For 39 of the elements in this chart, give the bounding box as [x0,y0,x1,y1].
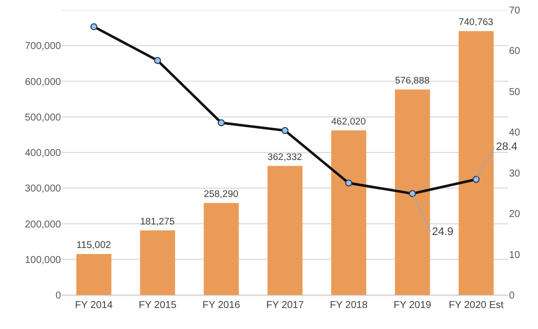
y2-tick-label: 70 [509,6,521,16]
bar [140,230,176,295]
x-tick-label: FY 2019 [394,300,432,311]
bar [76,254,112,295]
bar [267,166,303,295]
y-tick-label: 600,000 [24,76,62,88]
y2-tick-label: 20 [509,209,521,220]
x-tick-label: FY 2017 [266,300,304,311]
x-tick-label: FY 2018 [330,300,368,311]
x-tick-label: FY 2020 Est [448,300,504,311]
data-label: 115,002 [76,240,111,252]
y-tick-label: 400,000 [24,148,62,159]
y2-tick-label: 40 [509,128,521,139]
data-label: 28.4 [496,141,518,153]
x-tick-label: FY 2015 [138,300,177,311]
bar [204,202,239,295]
y-tick-label: 500,000 [24,112,62,124]
data-label: 576,888 [394,76,430,87]
bar [394,89,430,295]
data-label: 462,020 [331,116,366,128]
y-tick-label: 700,000 [24,41,62,52]
y-tick-label: 100,000 [24,254,62,266]
data-label: 258,290 [204,189,238,200]
y-tick-label: 200,000 [24,219,62,230]
y2-tick-label: 60 [509,46,521,58]
y2-tick-label: 10 [509,250,521,261]
x-tick-label: FY 2014 [75,300,114,311]
x-tick-label: FY 2016 [202,300,241,311]
y2-tick-label: 50 [509,86,521,98]
y-tick-label: 300,000 [24,184,62,195]
y-tick-label: 0 [55,290,62,302]
bar [331,130,366,295]
data-label: 362,332 [268,152,302,164]
bar [458,31,494,295]
y2-tick-label: 30 [509,168,521,180]
data-label: 740,763 [458,17,494,28]
y2-tick-label: 0 [509,290,515,302]
data-label: 181,275 [140,216,175,228]
data-label: 24.9 [432,226,454,238]
